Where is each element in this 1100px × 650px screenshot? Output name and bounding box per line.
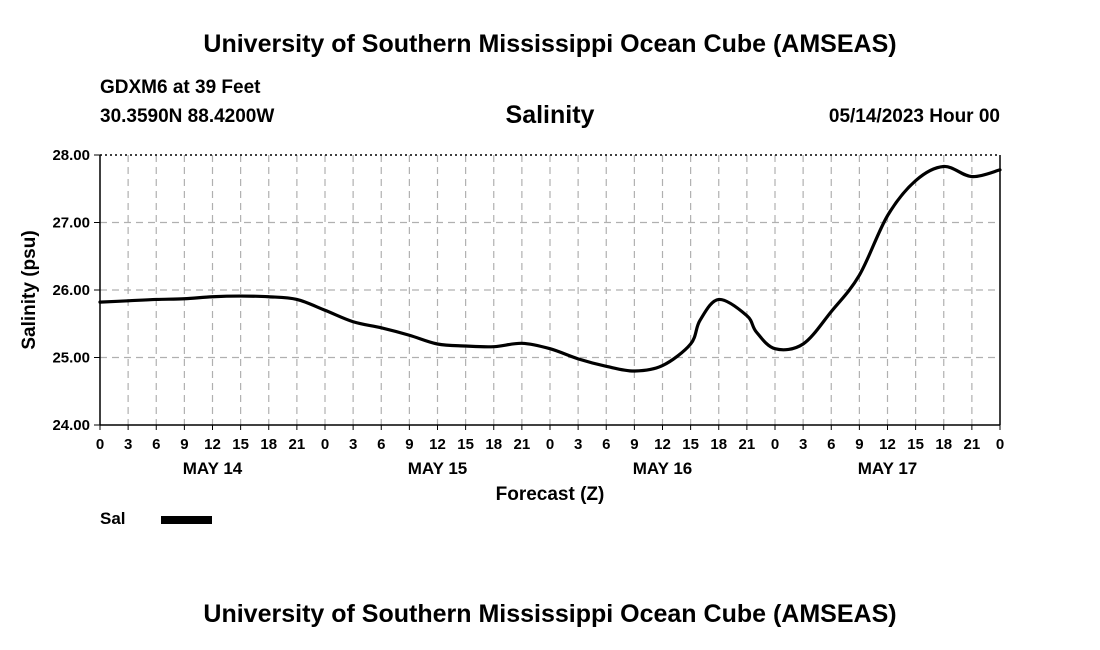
y-axis-title: Salinity (psu) <box>19 230 40 349</box>
datetime-label: 05/14/2023 Hour 00 <box>828 106 1000 127</box>
day-label: MAY 17 <box>858 459 918 478</box>
x-tick-label: 9 <box>405 436 413 453</box>
x-tick-label: 12 <box>879 436 896 453</box>
x-tick-label: 6 <box>152 436 160 453</box>
x-tick-label: 0 <box>546 436 554 453</box>
x-tick-label: 21 <box>289 436 306 453</box>
x-tick-label: 12 <box>204 436 221 453</box>
variable-label: Salinity <box>505 101 595 129</box>
x-tick-label: 9 <box>855 436 863 453</box>
day-label: MAY 15 <box>408 459 468 478</box>
chart-title: University of Southern Mississippi Ocean… <box>203 30 897 58</box>
footer-title: University of Southern Mississippi Ocean… <box>203 600 897 628</box>
day-label: MAY 16 <box>633 459 693 478</box>
x-tick-label: 18 <box>710 436 727 453</box>
legend-label: Sal <box>100 509 126 528</box>
x-tick-label: 18 <box>485 436 502 453</box>
y-tick-label: 24.00 <box>52 417 90 434</box>
x-tick-label: 15 <box>682 436 699 453</box>
x-tick-label: 12 <box>429 436 446 453</box>
y-tick-label: 27.00 <box>52 215 90 232</box>
x-tick-label: 0 <box>771 436 779 453</box>
x-tick-label: 6 <box>602 436 610 453</box>
x-tick-label: 6 <box>377 436 385 453</box>
x-tick-label: 3 <box>574 436 582 453</box>
x-tick-label: 18 <box>935 436 952 453</box>
x-tick-label: 15 <box>232 436 249 453</box>
x-tick-label: 18 <box>260 436 277 453</box>
y-tick-label: 26.00 <box>52 282 90 299</box>
x-tick-label: 6 <box>827 436 835 453</box>
x-tick-label: 0 <box>96 436 104 453</box>
y-tick-label: 25.00 <box>52 350 90 367</box>
x-tick-label: 3 <box>124 436 132 453</box>
x-tick-label: 9 <box>630 436 638 453</box>
legend-swatch <box>161 516 212 524</box>
location-label: 30.3590N 88.4200W <box>100 106 275 127</box>
x-tick-label: 3 <box>799 436 807 453</box>
x-tick-label: 0 <box>996 436 1004 453</box>
x-axis-title: Forecast (Z) <box>496 484 605 505</box>
x-tick-label: 15 <box>907 436 924 453</box>
y-tick-label: 28.00 <box>52 147 90 164</box>
x-tick-label: 12 <box>654 436 671 453</box>
x-tick-label: 0 <box>321 436 329 453</box>
x-tick-label: 9 <box>180 436 188 453</box>
x-tick-label: 21 <box>739 436 756 453</box>
day-label: MAY 14 <box>183 459 243 478</box>
station-label: GDXM6 at 39 Feet <box>100 77 261 98</box>
x-tick-label: 15 <box>457 436 474 453</box>
x-tick-label: 3 <box>349 436 357 453</box>
x-tick-label: 21 <box>514 436 531 453</box>
x-tick-label: 21 <box>964 436 981 453</box>
